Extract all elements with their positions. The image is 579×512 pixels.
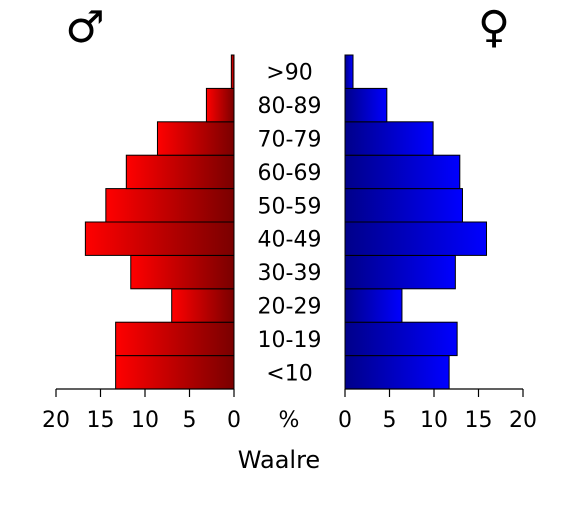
female-bar-over-90 [344,54,354,89]
female-symbol: ♀ [478,2,510,53]
male-bar-under-10 [115,355,235,390]
x-axis-label: Waalre [238,446,320,474]
male-bar-over-90 [230,54,235,89]
male-bar-30-39 [130,254,235,290]
percent-axis-label: % [279,408,300,433]
male-bar-80-89 [205,87,235,123]
age-label-50-59: 50-59 [258,194,322,219]
age-label-under-10: <10 [266,361,312,386]
male-bar-10-19 [115,321,235,357]
female-x-axis: 20 15 10 5 0 [338,388,537,433]
age-label-30-39: 30-39 [258,261,322,286]
male-tick-label-10: 10 [131,408,159,433]
female-bars [344,54,488,390]
male-tick-label-0: 0 [227,408,241,433]
age-label-10-19: 10-19 [258,328,322,353]
age-group-labels: <10 10-19 20-29 30-39 40-49 50-59 60-69 70-79 80… [258,61,322,387]
female-tick-label-5: 5 [383,408,397,433]
male-bar-70-79 [156,121,235,156]
female-tick-label-15: 15 [465,408,493,433]
male-bar-40-49 [84,221,235,256]
male-tick-label-5: 5 [183,408,197,433]
female-bar-20-29 [344,288,403,323]
age-label-80-89: 80-89 [258,94,322,119]
male-bar-50-59 [105,188,235,223]
female-bar-30-39 [344,254,456,290]
female-bar-10-19 [344,321,458,357]
female-tick-label-10: 10 [420,408,448,433]
male-x-axis: 20 15 10 5 0 [42,388,241,433]
male-tick-label-15: 15 [87,408,115,433]
male-bar-20-29 [171,288,235,323]
female-tick-label-20: 20 [509,408,537,433]
age-label-60-69: 60-69 [258,161,322,186]
age-label-20-29: 20-29 [258,295,322,320]
male-bars [84,54,235,390]
male-bar-60-69 [125,154,235,190]
female-bar-80-89 [344,87,388,123]
female-bar-40-49 [344,221,488,256]
female-bar-60-69 [344,154,461,190]
female-bar-70-79 [344,121,434,156]
age-label-70-79: 70-79 [258,128,322,153]
female-bar-under-10 [344,355,450,390]
female-tick-label-0: 0 [338,408,352,433]
female-bar-50-59 [344,188,463,223]
age-label-40-49: 40-49 [258,228,322,253]
age-label-over-90: >90 [266,61,312,86]
male-symbol: ♂ [65,2,104,53]
male-tick-label-20: 20 [42,408,70,433]
